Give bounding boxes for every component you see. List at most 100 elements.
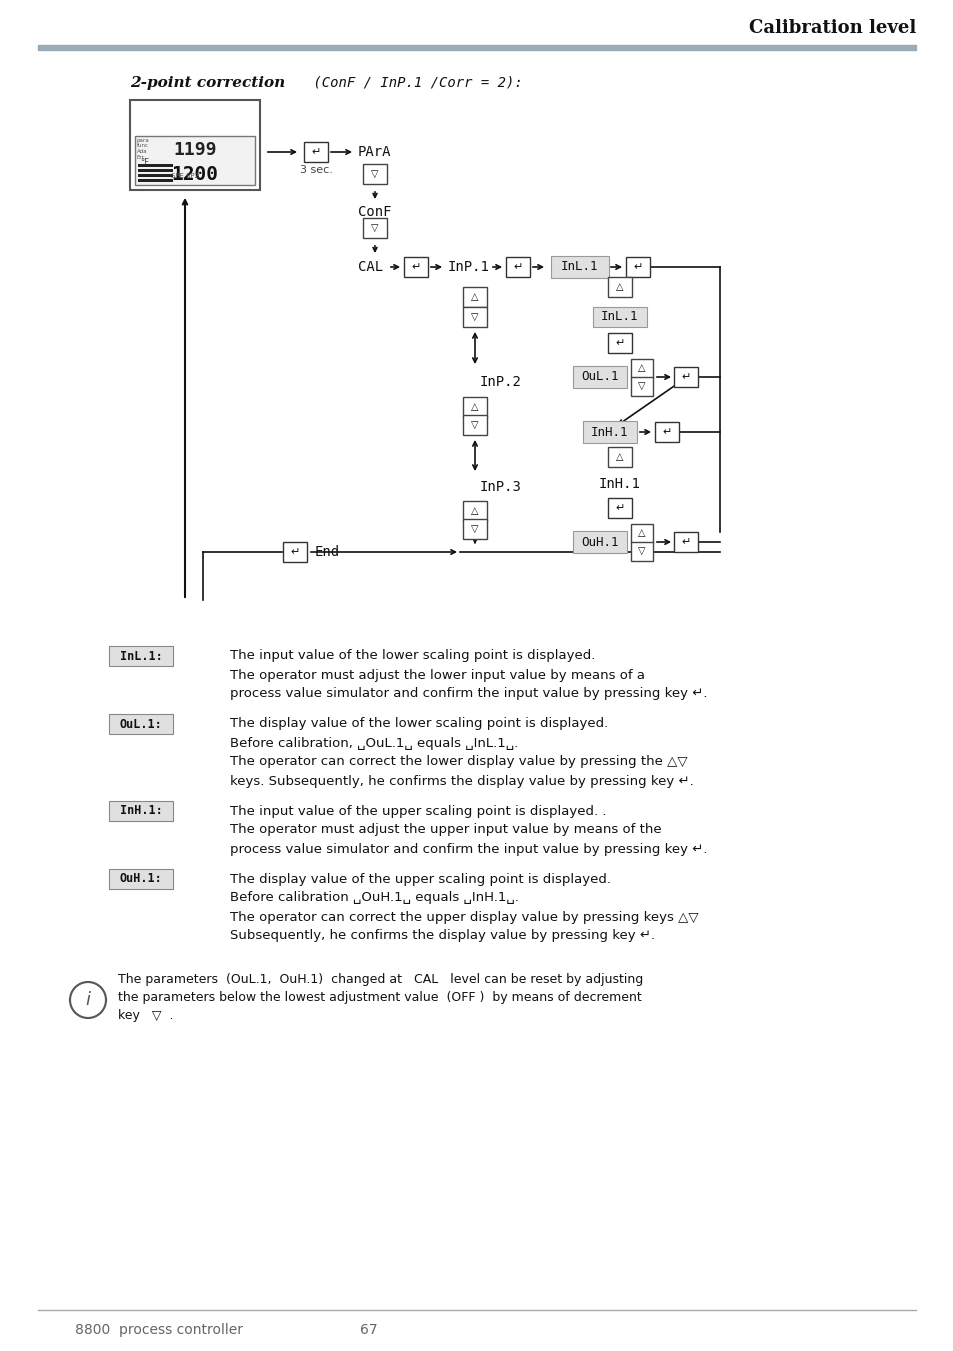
Text: 67: 67 [359, 1323, 377, 1337]
FancyBboxPatch shape [283, 542, 307, 562]
Bar [130, 100, 260, 190]
FancyBboxPatch shape [462, 286, 486, 307]
Text: The display value of the lower scaling point is displayed.: The display value of the lower scaling p… [230, 717, 608, 731]
FancyBboxPatch shape [630, 523, 652, 543]
Text: ▽: ▽ [638, 546, 645, 557]
Text: CAL: CAL [357, 259, 383, 274]
FancyBboxPatch shape [573, 366, 626, 388]
FancyBboxPatch shape [403, 257, 428, 277]
Text: para
func
Ada
Err: para func Ada Err [137, 138, 150, 159]
Text: The operator must adjust the lower input value by means of a: The operator must adjust the lower input… [230, 669, 644, 681]
Text: InH.1: InH.1 [598, 477, 640, 490]
Bar [138, 163, 172, 168]
Text: OuH.1: OuH.1 [580, 535, 618, 549]
Bar [138, 169, 172, 172]
Text: InH.1:: InH.1: [119, 804, 162, 817]
FancyBboxPatch shape [109, 646, 172, 666]
Text: ▽: ▽ [471, 420, 478, 430]
FancyBboxPatch shape [673, 532, 698, 553]
Text: key   ▽  .: key ▽ . [118, 1009, 173, 1023]
FancyBboxPatch shape [655, 422, 679, 442]
Text: ▽: ▽ [471, 312, 478, 322]
FancyBboxPatch shape [630, 542, 652, 561]
FancyBboxPatch shape [109, 869, 172, 889]
Text: InP.2: InP.2 [479, 376, 521, 389]
FancyBboxPatch shape [607, 332, 631, 354]
Text: (ConF / InP.1 /Corr = 2):: (ConF / InP.1 /Corr = 2): [305, 76, 522, 91]
Text: △: △ [638, 528, 645, 538]
Text: ▽: ▽ [371, 223, 378, 232]
Bar [138, 178, 172, 182]
Text: Subsequently, he confirms the display value by pressing key ↵.: Subsequently, he confirms the display va… [230, 929, 655, 943]
Text: The operator must adjust the upper input value by means of the: The operator must adjust the upper input… [230, 824, 661, 836]
Bar [138, 173, 172, 177]
Text: ↵: ↵ [411, 262, 420, 272]
Text: ↵: ↵ [290, 547, 299, 557]
FancyBboxPatch shape [109, 801, 172, 821]
Text: △: △ [471, 292, 478, 303]
Text: The display value of the upper scaling point is displayed.: The display value of the upper scaling p… [230, 873, 610, 885]
Text: OuL.1: OuL.1 [580, 370, 618, 384]
Text: ↵: ↵ [615, 338, 624, 349]
Text: ▽: ▽ [471, 524, 478, 534]
Text: ↵: ↵ [513, 262, 522, 272]
Text: Before calibration, ␣OuL.1␣ equals ␣InL.1␣.: Before calibration, ␣OuL.1␣ equals ␣InL.… [230, 736, 517, 750]
FancyBboxPatch shape [304, 142, 328, 162]
Text: Calibration level: Calibration level [748, 19, 915, 36]
Text: ConF: ConF [357, 205, 391, 219]
Text: The operator can correct the lower display value by pressing the △▽: The operator can correct the lower displ… [230, 755, 687, 769]
Text: process value simulator and confirm the input value by pressing key ↵.: process value simulator and confirm the … [230, 843, 707, 855]
Text: The input value of the upper scaling point is displayed. .: The input value of the upper scaling poi… [230, 804, 606, 817]
Text: ↵: ↵ [680, 372, 690, 382]
FancyBboxPatch shape [363, 218, 387, 238]
Text: 1200: 1200 [172, 165, 218, 184]
Text: △: △ [471, 507, 478, 516]
Text: The input value of the lower scaling point is displayed.: The input value of the lower scaling poi… [230, 650, 595, 662]
FancyBboxPatch shape [462, 397, 486, 417]
Text: 2-point correction: 2-point correction [130, 76, 285, 91]
FancyBboxPatch shape [607, 497, 631, 519]
Text: InH.1: InH.1 [591, 426, 628, 439]
FancyBboxPatch shape [573, 531, 626, 553]
FancyBboxPatch shape [630, 358, 652, 377]
FancyBboxPatch shape [582, 422, 637, 443]
FancyBboxPatch shape [625, 257, 649, 277]
FancyBboxPatch shape [630, 377, 652, 396]
Text: InL.1:: InL.1: [119, 650, 162, 662]
FancyBboxPatch shape [462, 501, 486, 521]
Text: Before calibration ␣OuH.1␣ equals ␣InH.1␣.: Before calibration ␣OuH.1␣ equals ␣InH.1… [230, 892, 518, 905]
Text: InL.1: InL.1 [560, 261, 598, 273]
Text: InP.3: InP.3 [479, 480, 521, 494]
Text: InP.1: InP.1 [448, 259, 489, 274]
FancyBboxPatch shape [673, 366, 698, 388]
Text: SPE SP2: SPE SP2 [171, 173, 199, 178]
FancyBboxPatch shape [462, 415, 486, 435]
FancyBboxPatch shape [505, 257, 530, 277]
Text: ↵: ↵ [661, 427, 671, 436]
Text: ↵: ↵ [311, 147, 320, 157]
Text: ▽: ▽ [371, 169, 378, 178]
Text: ↵: ↵ [633, 262, 642, 272]
Text: OuL.1:: OuL.1: [119, 717, 162, 731]
Text: ▽: ▽ [638, 381, 645, 390]
Text: △: △ [616, 453, 623, 462]
Text: process value simulator and confirm the input value by pressing key ↵.: process value simulator and confirm the … [230, 688, 707, 701]
FancyBboxPatch shape [462, 519, 486, 539]
Text: 3 sec.: 3 sec. [299, 165, 332, 176]
Text: △: △ [638, 363, 645, 373]
Text: °F: °F [140, 158, 149, 168]
Text: ↵: ↵ [680, 536, 690, 547]
Text: i: i [86, 992, 91, 1009]
Text: △: △ [616, 282, 623, 292]
Bar [135, 135, 254, 185]
Text: OuH.1:: OuH.1: [119, 873, 162, 885]
FancyBboxPatch shape [363, 163, 387, 184]
Text: the parameters below the lowest adjustment value  (OFF )  by means of decrement: the parameters below the lowest adjustme… [118, 992, 641, 1005]
Text: InL.1: InL.1 [600, 311, 639, 323]
FancyBboxPatch shape [607, 277, 631, 297]
Text: PArA: PArA [357, 145, 391, 159]
FancyBboxPatch shape [462, 307, 486, 327]
Text: The operator can correct the upper display value by pressing keys △▽: The operator can correct the upper displ… [230, 911, 698, 924]
Text: The parameters  (OuL.1,  OuH.1)  changed at   CAL   level can be reset by adjust: The parameters (OuL.1, OuH.1) changed at… [118, 974, 642, 986]
FancyBboxPatch shape [109, 713, 172, 734]
